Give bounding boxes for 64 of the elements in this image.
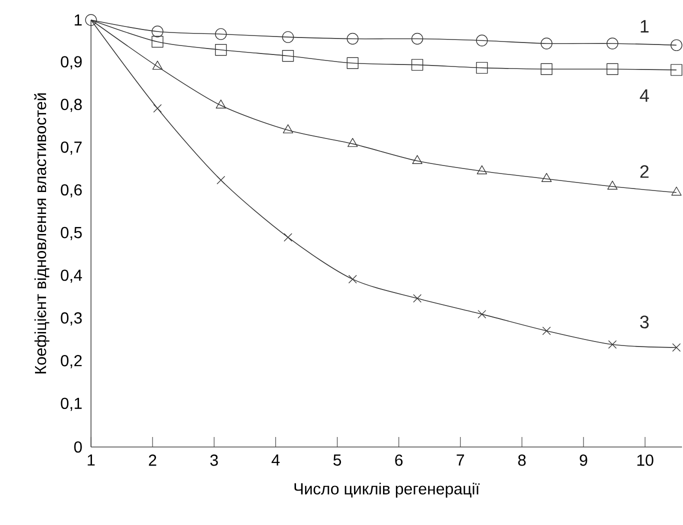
point (540, 38, 552, 50)
y-tick-label: 0 (74, 441, 82, 453)
point (606, 38, 618, 50)
point (670, 39, 682, 52)
y-tick-label: 1 (74, 14, 82, 26)
y-tick-label: 0,9 (60, 56, 82, 70)
point (540, 63, 552, 75)
point (215, 44, 227, 56)
point (412, 155, 422, 164)
point (346, 32, 358, 45)
point (476, 165, 488, 174)
y-tick-label: 0,8 (60, 98, 82, 112)
point (346, 57, 358, 69)
point (284, 233, 292, 242)
x-tick-label: 5 (333, 454, 342, 466)
annotation: 1 (640, 20, 649, 33)
x-tick-label: 6 (395, 454, 403, 466)
point (282, 50, 294, 62)
x-tick-label: 8 (518, 454, 526, 466)
x-axis-title: Число циклів регенерації (294, 482, 480, 498)
y-tick-label: 0,7 (60, 141, 82, 155)
point (282, 124, 294, 134)
x-tick-label: 7 (456, 454, 464, 466)
y-tick-label: 0,1 (60, 398, 82, 411)
point (411, 58, 424, 71)
point (608, 340, 617, 349)
point (215, 28, 227, 40)
point (670, 64, 682, 76)
point (606, 63, 618, 75)
point (607, 180, 618, 190)
point (153, 104, 162, 113)
point (152, 36, 164, 48)
annotation: 2 (640, 165, 649, 178)
point (152, 60, 163, 70)
point (216, 100, 226, 108)
y-tick-label: 0,5 (60, 226, 82, 240)
y-tick-label: 0,4 (60, 270, 82, 283)
point (411, 32, 424, 45)
x-tick-label: 1 (88, 454, 95, 466)
point (542, 326, 551, 336)
point (348, 274, 357, 284)
point (671, 186, 682, 196)
y-axis-title: Коефіцієнт відновлення властивостей (34, 93, 50, 374)
point (216, 176, 226, 184)
point (152, 26, 164, 38)
x-tick-label: 9 (580, 454, 588, 466)
point (476, 62, 488, 74)
annotation: 3 (640, 316, 649, 328)
x-tick-label: 10 (637, 454, 654, 466)
annotation: 4 (640, 89, 649, 102)
point (85, 14, 97, 26)
y-tick-label: 0,3 (60, 312, 82, 326)
y-tick-label: 0,2 (60, 354, 82, 368)
point (282, 31, 294, 43)
point (478, 310, 486, 318)
x-tick-label: 4 (272, 454, 280, 466)
point (672, 343, 681, 352)
point (541, 172, 552, 182)
point (476, 34, 488, 46)
x-tick-label: 3 (210, 454, 218, 466)
x-tick-label: 2 (148, 454, 156, 466)
point (348, 138, 358, 147)
point (413, 294, 422, 303)
y-tick-label: 0,6 (60, 184, 82, 198)
